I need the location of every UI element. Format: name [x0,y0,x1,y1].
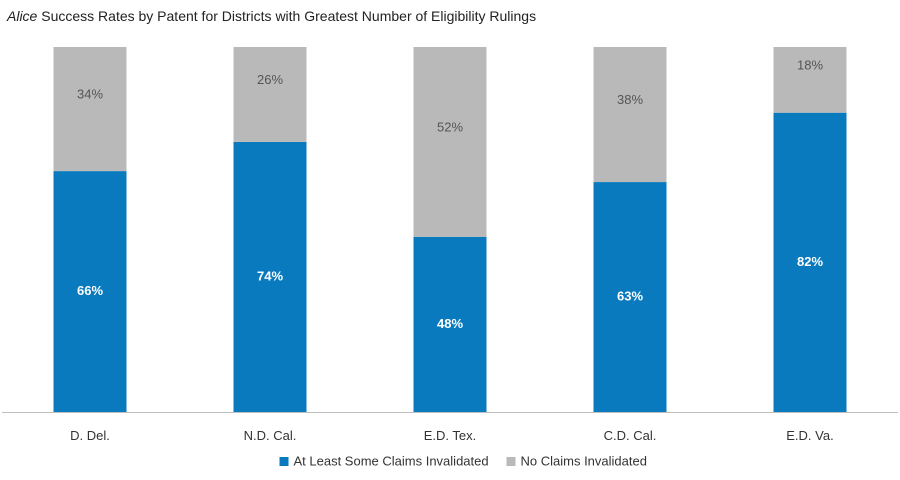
legend-label-0: At Least Some Claims Invalidated [294,453,489,468]
bars-layer: 66% 34% 74% 26% 48% 52% 63% 38% 82% 18% [54,47,847,412]
bar-segment-not-invalidated-2 [414,47,487,237]
data-label-invalidated-4: 82% [797,254,823,269]
data-label-invalidated-0: 66% [77,283,103,298]
data-label-not-invalidated-1: 26% [257,72,283,87]
data-label-not-invalidated-3: 38% [617,92,643,107]
legend-swatch-1 [507,457,516,466]
data-label-not-invalidated-0: 34% [77,86,103,101]
data-label-invalidated-1: 74% [257,268,283,283]
x-tick-label-0: D. Del. [70,428,110,443]
legend-label-1: No Claims Invalidated [521,453,647,468]
x-tick-label-1: N.D. Cal. [244,428,297,443]
legend: At Least Some Claims Invalidated No Claim… [280,453,647,468]
data-label-not-invalidated-2: 52% [437,119,463,134]
bar-segment-not-invalidated-3 [594,47,667,182]
data-label-not-invalidated-4: 18% [797,57,823,72]
legend-swatch-0 [280,457,289,466]
bar-segment-not-invalidated-1 [234,47,307,142]
x-tick-label-2: E.D. Tex. [424,428,477,443]
x-tick-label-3: C.D. Cal. [604,428,657,443]
x-tick-label-4: E.D. Va. [786,428,833,443]
data-label-invalidated-3: 63% [617,288,643,303]
stacked-bar-chart: 66% 34% 74% 26% 48% 52% 63% 38% 82% 18% D. Del. N.… [0,0,900,480]
bar-segment-not-invalidated-0 [54,47,127,171]
x-tick-labels: D. Del. N.D. Cal. E.D. Tex. C.D. Cal. E.D. V… [70,428,834,443]
data-label-invalidated-2: 48% [437,316,463,331]
